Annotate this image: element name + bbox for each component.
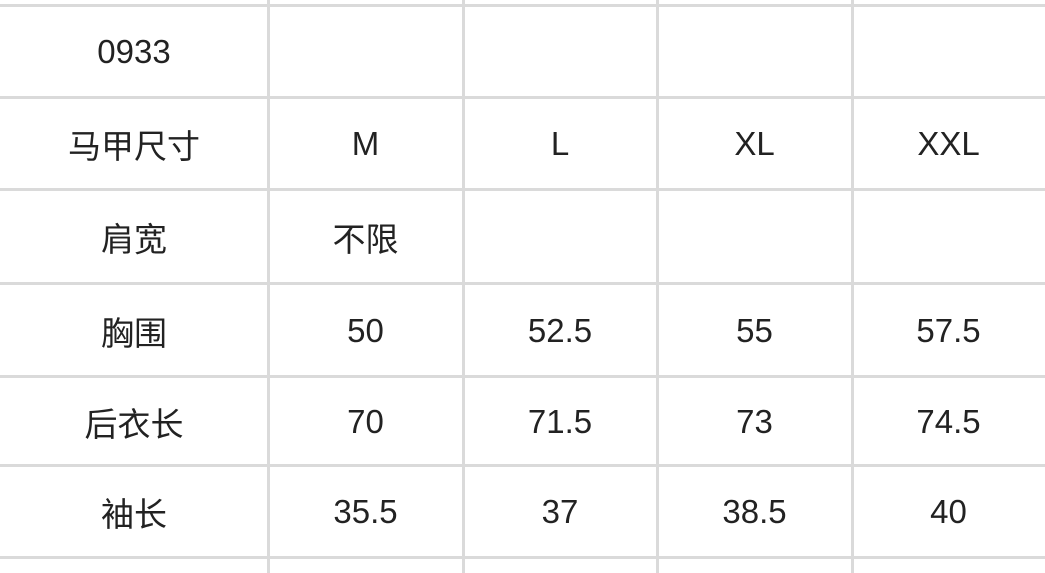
table-cell [852, 191, 1045, 283]
table-cell [657, 559, 852, 573]
row-divider [0, 375, 1045, 378]
table-cell: 55 [736, 311, 773, 349]
table-cell [268, 559, 463, 573]
table-cell [463, 191, 657, 283]
table-cell: XL [734, 125, 775, 162]
table-cell [463, 559, 657, 573]
row-label-cell: 0933 [97, 33, 171, 70]
table-cell: 71.5 [527, 402, 593, 440]
table-cell: 52.5 [527, 311, 593, 349]
table-cell: 74.5 [916, 402, 981, 440]
table-cell [268, 7, 463, 97]
table-cell [852, 559, 1045, 573]
row-divider [0, 556, 1045, 559]
table-cell: M [351, 125, 380, 162]
table-cell [852, 7, 1045, 97]
table-cell: 37 [541, 493, 579, 530]
table-cell: XXL [917, 125, 980, 162]
row-label-cell [0, 559, 268, 573]
table-cell: 57.5 [916, 311, 981, 349]
row-divider [0, 188, 1045, 191]
row-divider [0, 464, 1045, 467]
row-divider [0, 96, 1045, 99]
row-label-cell: 后衣长 [84, 405, 184, 443]
table-cell: 38.5 [722, 493, 787, 530]
table-cell: 73 [736, 402, 773, 440]
row-label-cell: 肩宽 [101, 221, 167, 258]
table-cell: 70 [347, 402, 384, 440]
table-cell [657, 7, 852, 97]
table-cell [657, 191, 852, 283]
column-divider [851, 0, 854, 573]
table-cell: L [550, 125, 570, 162]
row-divider [0, 282, 1045, 285]
row-divider [0, 4, 1045, 7]
column-divider [656, 0, 659, 573]
row-label-cell: 马甲尺寸 [68, 128, 200, 165]
row-label-cell: 胸围 [101, 314, 167, 352]
row-label-cell: 袖长 [101, 496, 167, 533]
table-cell: 40 [930, 493, 967, 530]
table-cell [463, 7, 657, 97]
column-divider [267, 0, 270, 573]
table-cell: 35.5 [333, 493, 398, 530]
table-cell: 50 [347, 311, 384, 349]
table-cell: 不限 [332, 221, 399, 258]
column-divider [462, 0, 465, 573]
